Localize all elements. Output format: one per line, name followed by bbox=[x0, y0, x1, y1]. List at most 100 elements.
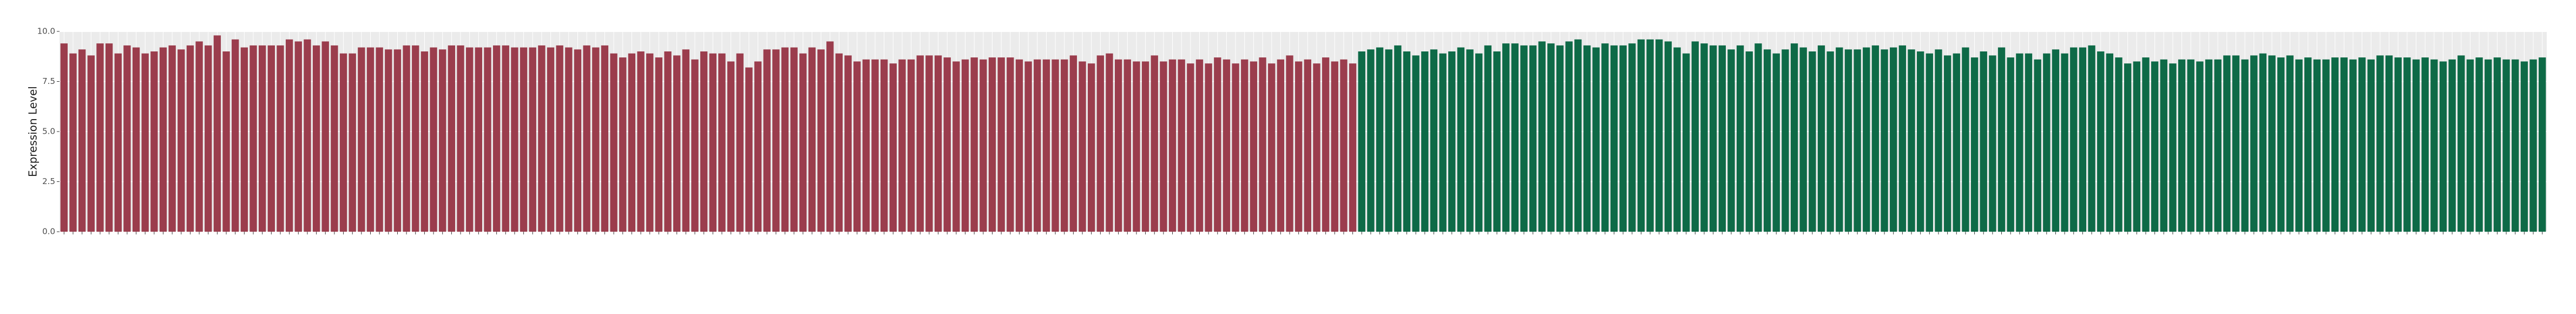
bar bbox=[1286, 55, 1293, 232]
bar bbox=[2187, 59, 2194, 232]
bar bbox=[844, 55, 852, 232]
bar bbox=[2412, 59, 2420, 232]
bar bbox=[1394, 45, 1402, 232]
bar bbox=[240, 47, 248, 232]
bar bbox=[2331, 57, 2339, 232]
bar bbox=[1079, 61, 1086, 232]
bar bbox=[2061, 53, 2068, 232]
bar bbox=[1917, 51, 1924, 232]
bar bbox=[2115, 57, 2122, 232]
bar bbox=[457, 45, 464, 232]
bar bbox=[1123, 59, 1131, 232]
y-tick-label: 2.5 bbox=[42, 176, 55, 186]
bar bbox=[1448, 51, 1456, 232]
bar bbox=[574, 49, 582, 232]
bar bbox=[1493, 51, 1501, 232]
bar bbox=[529, 47, 536, 232]
bar bbox=[1430, 49, 1438, 232]
bar bbox=[1304, 59, 1311, 232]
bar bbox=[168, 45, 176, 232]
bar bbox=[592, 47, 600, 232]
bar bbox=[682, 49, 689, 232]
bar bbox=[1836, 47, 1843, 232]
bar bbox=[772, 49, 780, 232]
bar bbox=[1871, 45, 1880, 232]
bar bbox=[1160, 61, 1167, 232]
bar bbox=[1556, 45, 1564, 232]
bar bbox=[1908, 49, 1915, 232]
bar bbox=[2286, 55, 2294, 232]
y-tick-label: 0.0 bbox=[42, 227, 55, 237]
bar bbox=[1655, 39, 1663, 232]
bar bbox=[1935, 49, 1942, 232]
bar bbox=[1619, 45, 1627, 232]
bar bbox=[466, 47, 474, 232]
bar bbox=[2322, 59, 2330, 232]
bar bbox=[1511, 43, 1519, 232]
bar bbox=[2268, 55, 2276, 232]
bar bbox=[934, 55, 942, 232]
bar bbox=[700, 51, 708, 232]
bar bbox=[745, 67, 753, 232]
bar bbox=[2016, 53, 2023, 232]
bar bbox=[2539, 57, 2546, 232]
bar bbox=[2241, 59, 2249, 232]
bar bbox=[1745, 51, 1753, 232]
bar bbox=[817, 49, 825, 232]
bar bbox=[285, 39, 293, 232]
bar bbox=[2277, 57, 2285, 232]
bar bbox=[1151, 55, 1158, 232]
bar bbox=[655, 57, 663, 232]
bar bbox=[1295, 61, 1303, 232]
bar bbox=[1718, 45, 1726, 232]
bar bbox=[105, 43, 113, 232]
bar bbox=[871, 59, 879, 232]
bar bbox=[304, 39, 311, 232]
bar bbox=[2205, 59, 2213, 232]
bar bbox=[565, 47, 573, 232]
bar bbox=[1817, 45, 1825, 232]
bar bbox=[294, 41, 302, 232]
bar bbox=[880, 59, 888, 232]
bar bbox=[222, 51, 230, 232]
bar bbox=[358, 47, 365, 232]
bar bbox=[2485, 59, 2492, 232]
bar bbox=[2394, 57, 2402, 232]
bar bbox=[114, 53, 122, 232]
bar bbox=[1953, 53, 1960, 232]
bar bbox=[1565, 41, 1573, 232]
bar bbox=[1574, 39, 1582, 232]
y-tick-label: 7.5 bbox=[42, 76, 55, 86]
bar bbox=[321, 41, 329, 232]
bar bbox=[583, 45, 590, 232]
bar bbox=[1214, 57, 1221, 232]
bar bbox=[475, 47, 482, 232]
bar bbox=[1863, 47, 1870, 232]
bar bbox=[2466, 59, 2474, 232]
bar bbox=[267, 45, 275, 232]
bar bbox=[2457, 55, 2465, 232]
bar bbox=[1538, 41, 1546, 232]
bar bbox=[763, 49, 771, 232]
bar bbox=[1096, 55, 1104, 232]
bar bbox=[2421, 57, 2429, 232]
bar bbox=[2259, 53, 2267, 232]
bar bbox=[980, 59, 987, 232]
bar bbox=[1195, 59, 1204, 232]
bar bbox=[2512, 59, 2519, 232]
bar bbox=[249, 45, 257, 232]
bar bbox=[1061, 59, 1068, 232]
bar bbox=[988, 57, 996, 232]
bar bbox=[862, 59, 870, 232]
bar bbox=[1232, 63, 1239, 232]
bar bbox=[1069, 55, 1077, 232]
bar bbox=[898, 59, 906, 232]
bar bbox=[1962, 47, 1969, 232]
bar bbox=[520, 47, 528, 232]
bar bbox=[1898, 45, 1907, 232]
bar bbox=[312, 45, 320, 232]
bar bbox=[448, 45, 456, 232]
bar bbox=[1412, 55, 1420, 232]
bar bbox=[1664, 41, 1672, 232]
bar bbox=[610, 53, 617, 232]
